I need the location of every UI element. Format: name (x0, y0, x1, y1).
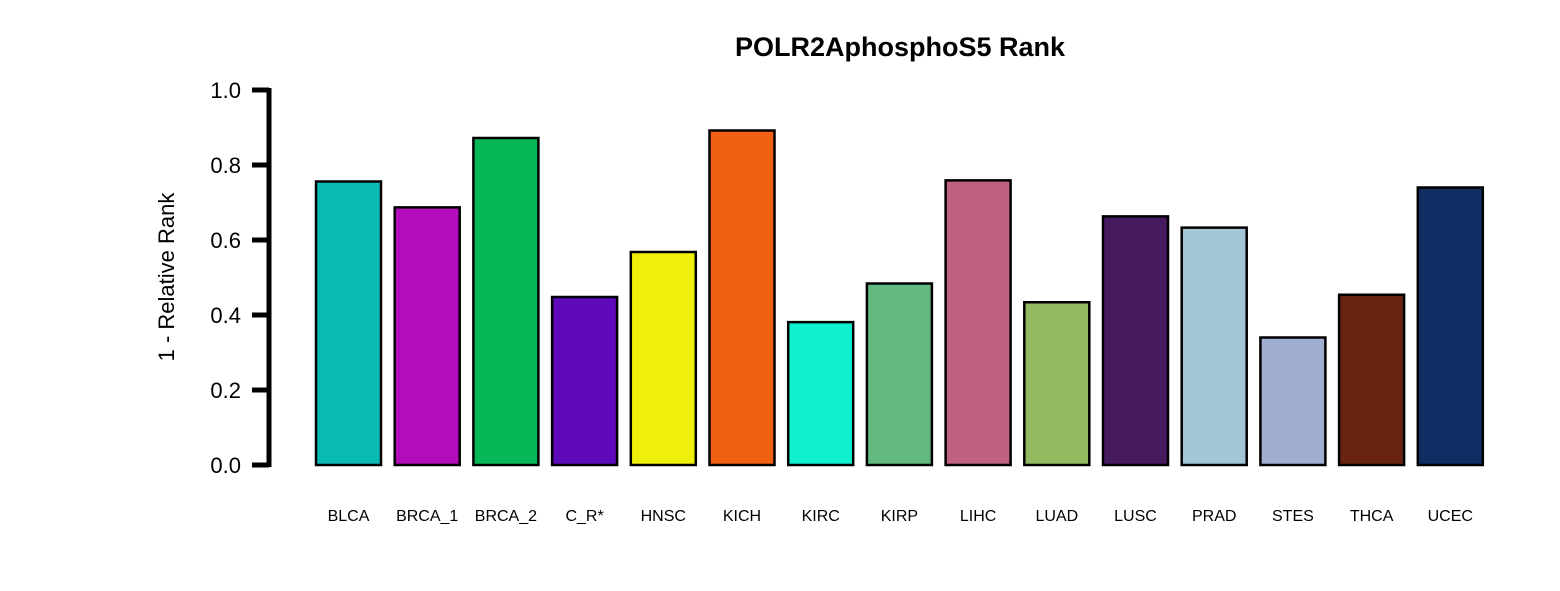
x-tick-label: KICH (723, 508, 761, 525)
y-axis-label: 1 - Relative Rank (154, 192, 179, 362)
y-tick-label: 0.6 (210, 228, 241, 253)
x-tick-label: STES (1272, 508, 1314, 525)
y-tick-label: 0.2 (210, 378, 241, 403)
bar-thca (1337, 293, 1406, 467)
bars-group (314, 129, 1485, 467)
x-tick-labels: BLCA BRCA_1 BRCA_2 C_R* HNSC KICH KIRC KIRP LIHC… (328, 508, 1473, 525)
x-tick-label: HNSC (641, 508, 686, 525)
chart-title: POLR2AphosphoS5 Rank (735, 32, 1066, 62)
bar-hnsc (629, 250, 698, 467)
bar-blca (314, 180, 383, 467)
bar-lusc (1101, 215, 1170, 467)
x-tick-label: C_R* (565, 508, 603, 525)
x-tick-label: KIRC (802, 508, 840, 525)
bar-lihc (944, 179, 1012, 467)
x-tick-label: LIHC (960, 508, 996, 525)
y-tick-label: 0.0 (210, 453, 241, 478)
x-tick-label: PRAD (1192, 508, 1236, 525)
bar-ucec (1416, 186, 1485, 467)
y-axis: 0.0 0.2 0.4 0.6 0.8 1.0 (210, 78, 272, 478)
x-tick-label: THCA (1350, 508, 1394, 525)
bar-kich (708, 129, 776, 467)
bar-brca-2 (472, 136, 540, 467)
bar-prad (1180, 226, 1248, 467)
x-tick-label: BRCA_2 (475, 508, 537, 525)
x-tick-label: LUSC (1114, 508, 1157, 525)
bar-stes (1259, 336, 1327, 467)
bar-luad (1023, 301, 1091, 467)
x-tick-label: UCEC (1428, 508, 1473, 525)
y-tick-label: 1.0 (210, 78, 241, 103)
x-tick-label: LUAD (1035, 508, 1078, 525)
y-tick-label: 0.8 (210, 153, 241, 178)
bar-c-r (550, 295, 619, 467)
x-tick-label: BRCA_1 (396, 508, 458, 525)
x-tick-label: KIRP (881, 508, 918, 525)
x-tick-label: BLCA (328, 508, 370, 525)
bar-kirc (786, 320, 855, 467)
y-tick-label: 0.4 (210, 303, 241, 328)
bar-kirp (865, 282, 934, 467)
bar-brca-1 (393, 206, 461, 467)
